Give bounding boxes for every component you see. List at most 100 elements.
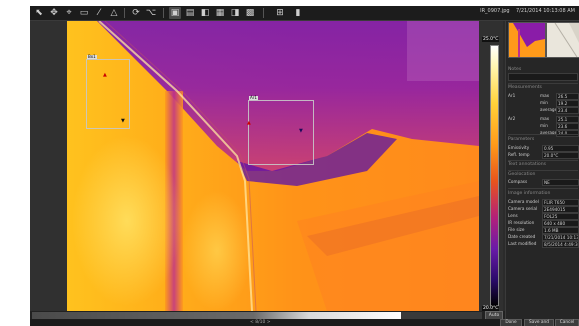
- divider: [508, 160, 578, 161]
- geolocation-title: Geolocation: [508, 172, 536, 177]
- roi-label-ar1: Ar1: [249, 95, 258, 100]
- thumbnail-ir[interactable]: [508, 22, 546, 58]
- min-marker-icon: ▼: [121, 118, 125, 124]
- pip-view-icon: ▦: [215, 8, 225, 18]
- image-info-value: FLIR T650: [542, 199, 579, 206]
- blend-view-icon: ◧: [200, 8, 210, 18]
- move-tool-button[interactable]: ✥: [48, 7, 60, 19]
- measurement-group: Ar1: [508, 93, 516, 98]
- compass-label: Compass: [508, 179, 528, 184]
- measurement-row: Ar2 max 25.1: [508, 116, 579, 123]
- view-pip-button[interactable]: ▦: [214, 7, 226, 19]
- thermal-viewer-window: ⬉ ✥ ⌖ ▭ ⁄ △ ⟳ ⌥ ▣ ▤ ◧ ▦ ◨ ▩ ⊞ ▮ IR_0907.jpg 7/21/2014 1…: [30, 6, 579, 326]
- measurement-value: 25.1: [556, 116, 579, 123]
- parameter-value[interactable]: 0.95: [542, 145, 579, 152]
- image-info-row: Date created 7/21/2014 10:13: [508, 234, 579, 241]
- image-info-row: Camera serial 2E494015: [508, 206, 579, 213]
- text-annotations-title: Text annotations: [508, 162, 547, 167]
- roi-box-bx1[interactable]: Bx1 ▲ ▼: [86, 55, 130, 129]
- slider-tool-button[interactable]: ▮: [292, 7, 304, 19]
- done-button[interactable]: Done: [500, 319, 522, 326]
- divider: [508, 83, 578, 84]
- measurement-label: max: [540, 93, 550, 98]
- image-info-row: File size 1.6 MB: [508, 227, 579, 234]
- line-tool-button[interactable]: ⁄: [93, 7, 105, 19]
- visual-view-icon: ▤: [185, 8, 195, 18]
- measurement-label: average: [540, 107, 558, 112]
- roi-box-ar1[interactable]: Ar1 ▲ ▼: [247, 96, 314, 165]
- image-info-row: IR resolution 640 x 480: [508, 220, 579, 227]
- parameter-row: Refl. temp 20.0°C: [508, 152, 579, 159]
- view-blend-button[interactable]: ◧: [199, 7, 211, 19]
- max-marker-icon: ▲: [247, 120, 251, 126]
- select-tool-button[interactable]: ⬉: [33, 7, 45, 19]
- notes-input[interactable]: [508, 73, 578, 81]
- measurement-row: average 23.4: [508, 107, 579, 114]
- measurement-value: 23.6: [556, 123, 579, 130]
- compass-row: Compass NE: [508, 179, 579, 186]
- save-and-close-button[interactable]: Save and close: [524, 319, 554, 326]
- divider: [508, 134, 578, 135]
- image-pager[interactable]: < 8/10 >: [250, 320, 271, 325]
- file-name: IR_0907.jpg: [480, 8, 510, 14]
- rotate-icon: ⟳: [132, 8, 140, 18]
- measurement-label: max: [540, 116, 550, 121]
- measurement-row: average24.0: [508, 130, 579, 137]
- msx-view-icon: ◨: [230, 8, 240, 18]
- right-panel: Notes Measurements Ar1 max 26.5 min 19.2 aver…: [505, 21, 579, 326]
- image-info-row: Camera model FLIR T650: [508, 199, 579, 206]
- image-info-label: Camera serial: [508, 206, 538, 211]
- measurement-value: 26.5: [556, 93, 579, 100]
- measurement-row: min 23.6: [508, 123, 579, 130]
- image-info-row: Lens FOL25: [508, 213, 579, 220]
- image-info-value: 2E494015: [542, 206, 579, 213]
- divider: [508, 170, 578, 171]
- box-icon: ▭: [79, 8, 89, 18]
- image-panel: Bx1 ▲ ▼ Ar1 ▲ ▼ 25.0°C 20.0°C: [30, 21, 503, 311]
- toolbar-separator: [124, 8, 125, 18]
- image-info-value: 8/5/2014 4:49:36: [542, 241, 579, 248]
- image-info-value: 640 x 480: [542, 220, 579, 227]
- level-span-slider[interactable]: [32, 312, 482, 319]
- spot-tool-button[interactable]: ⌖: [63, 7, 75, 19]
- measurements-title: Measurements: [508, 85, 542, 90]
- thermal-image[interactable]: Bx1 ▲ ▼ Ar1 ▲ ▼: [67, 21, 479, 311]
- toolbar: ⬉ ✥ ⌖ ▭ ⁄ △ ⟳ ⌥ ▣ ▤ ◧ ▦ ◨ ▩ ⊞ ▮ IR_0907.jpg 7/21/2014 1…: [30, 6, 579, 21]
- scale-gradient-bar[interactable]: [490, 45, 499, 307]
- view-ir-button[interactable]: ▣: [169, 7, 181, 19]
- ir-view-icon: ▣: [170, 8, 180, 18]
- measurement-label: min: [540, 100, 548, 105]
- scale-min-label[interactable]: 20.0°C: [482, 306, 500, 311]
- grid-tool-button[interactable]: ⊞: [274, 7, 286, 19]
- scale-max-label[interactable]: 25.0°C: [482, 37, 500, 42]
- min-marker-icon: ▼: [299, 128, 303, 134]
- image-info-label: Date created: [508, 234, 536, 239]
- palette-tool-button[interactable]: ▩: [244, 7, 256, 19]
- view-msx-button[interactable]: ◨: [229, 7, 241, 19]
- box-tool-button[interactable]: ▭: [78, 7, 90, 19]
- rotate-tool-button[interactable]: ⟳: [130, 7, 142, 19]
- thermal-image-render: [67, 21, 479, 311]
- measurement-row: min 19.2: [508, 100, 579, 107]
- thumbnail-ir-image: [509, 23, 545, 57]
- toolbar-separator: [163, 8, 164, 18]
- cancel-button[interactable]: Cancel: [555, 319, 579, 326]
- max-marker-icon: ▲: [103, 72, 107, 78]
- view-visual-button[interactable]: ▤: [184, 7, 196, 19]
- image-info-label: Camera model: [508, 199, 539, 204]
- measurement-value: 19.2: [556, 100, 579, 107]
- polygon-tool-button[interactable]: △: [108, 7, 120, 19]
- parameters-title: Parameters: [508, 137, 535, 142]
- file-datetime: 7/21/2014 10:13:08 AM: [515, 8, 575, 14]
- temperature-scale[interactable]: 25.0°C 20.0°C: [482, 37, 501, 313]
- thumbnail-visual[interactable]: [546, 22, 579, 58]
- grid-icon: ⊞: [276, 8, 284, 18]
- move-icon: ✥: [50, 8, 58, 18]
- parameter-value[interactable]: 20.0°C: [542, 152, 579, 159]
- file-info: IR_0907.jpg 7/21/2014 10:13:08 AM: [480, 8, 575, 14]
- compass-value[interactable]: NE: [542, 179, 579, 186]
- polygon-icon: △: [110, 8, 118, 18]
- hotspot-tool-button[interactable]: ⌥: [145, 7, 157, 19]
